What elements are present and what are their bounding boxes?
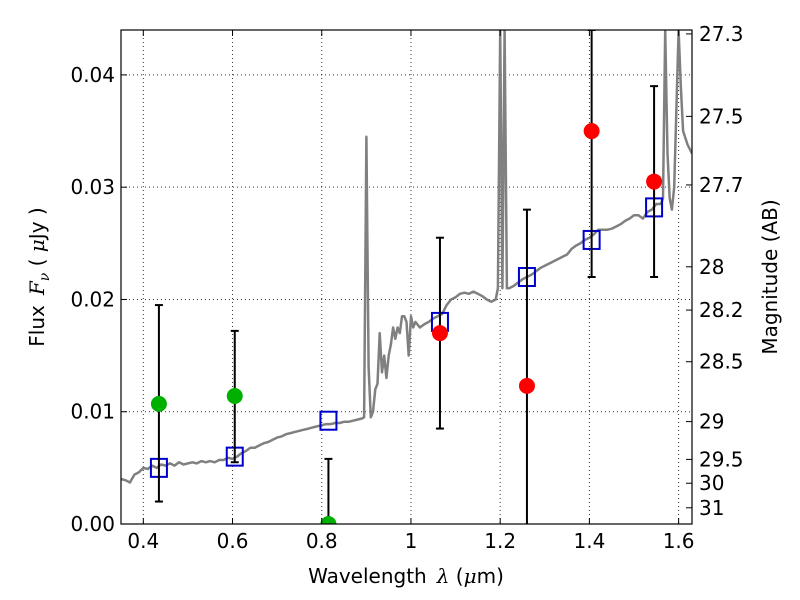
y-axis-label-unit-open: ( bbox=[25, 252, 49, 273]
y-tick-label: 0.00 bbox=[70, 512, 115, 536]
magnitude-tick-label: 29.5 bbox=[699, 447, 744, 471]
y-tick-label: 0.02 bbox=[70, 287, 115, 311]
y-axis-label: Flux Fν ( μJy ) bbox=[25, 207, 53, 346]
magnitude-tick-label: 28 bbox=[699, 255, 724, 279]
y-axis-label-symbol: F bbox=[25, 280, 49, 296]
x-tick-label: 0.8 bbox=[306, 529, 338, 553]
model-photometry-square bbox=[319, 410, 338, 431]
spectrum-line bbox=[121, 30, 692, 484]
x-tick-label: 1.4 bbox=[573, 529, 605, 553]
y-axis-label-unit-rest: Jy ) bbox=[25, 207, 49, 241]
magnitude-tick-label: 28.5 bbox=[699, 350, 744, 374]
magnitude-tick-label: 30 bbox=[699, 471, 724, 495]
x-axis-label-prefix: Wavelength bbox=[308, 564, 427, 588]
tick-labels: 0.4 0.6 0.8 1 1.2 1.4 1.6 0.00 0.01 0.02 0.03 0.04 2… bbox=[70, 22, 743, 553]
y-tick-label: 0.03 bbox=[70, 175, 115, 199]
observed-point-red bbox=[518, 377, 535, 394]
magnitude-tick-label: 28.2 bbox=[699, 298, 744, 322]
y-axis-label-prefix: Flux bbox=[25, 305, 49, 347]
x-axis-label-unit-open: ( bbox=[449, 564, 463, 588]
magnitude-tick-label: 31 bbox=[699, 496, 724, 520]
x-axis-label-symbol: λ bbox=[436, 564, 450, 588]
magnitude-tick-label: 27.5 bbox=[699, 104, 744, 128]
x-tick-label: 0.6 bbox=[217, 529, 249, 553]
x-tick-label: 1.6 bbox=[663, 529, 695, 553]
magnitude-tick-label: 29 bbox=[699, 410, 724, 434]
x-axis-label-unit-rest: m) bbox=[477, 564, 504, 588]
magnitude-tick-label: 27.7 bbox=[699, 173, 744, 197]
y-axis-label-unit-symbol: μ bbox=[25, 239, 49, 252]
observed-point-red bbox=[431, 325, 448, 342]
observed-point-green bbox=[150, 395, 167, 412]
y-axis-label-subscript: ν bbox=[37, 272, 53, 281]
x-axis-label: Wavelength λ (μm) bbox=[308, 564, 504, 588]
x-tick-label: 0.4 bbox=[127, 529, 159, 553]
plot-area bbox=[121, 30, 692, 524]
observed-point-red bbox=[646, 173, 663, 190]
axes-frame bbox=[120, 29, 693, 525]
observed-point-green bbox=[226, 388, 243, 405]
plot-frame bbox=[120, 29, 693, 525]
magnitude-axis-label: Magnitude (AB) bbox=[758, 199, 782, 354]
magnitude-tick-label: 27.3 bbox=[699, 22, 744, 46]
y-tick-label: 0.04 bbox=[70, 63, 115, 87]
x-tick-label: 1 bbox=[405, 529, 418, 553]
x-axis-label-unit-symbol: μ bbox=[464, 564, 477, 588]
observed-point-red bbox=[583, 123, 600, 140]
observed-point-green bbox=[320, 516, 337, 524]
y-tick-label: 0.01 bbox=[70, 400, 115, 424]
x-tick-label: 1.2 bbox=[484, 529, 516, 553]
